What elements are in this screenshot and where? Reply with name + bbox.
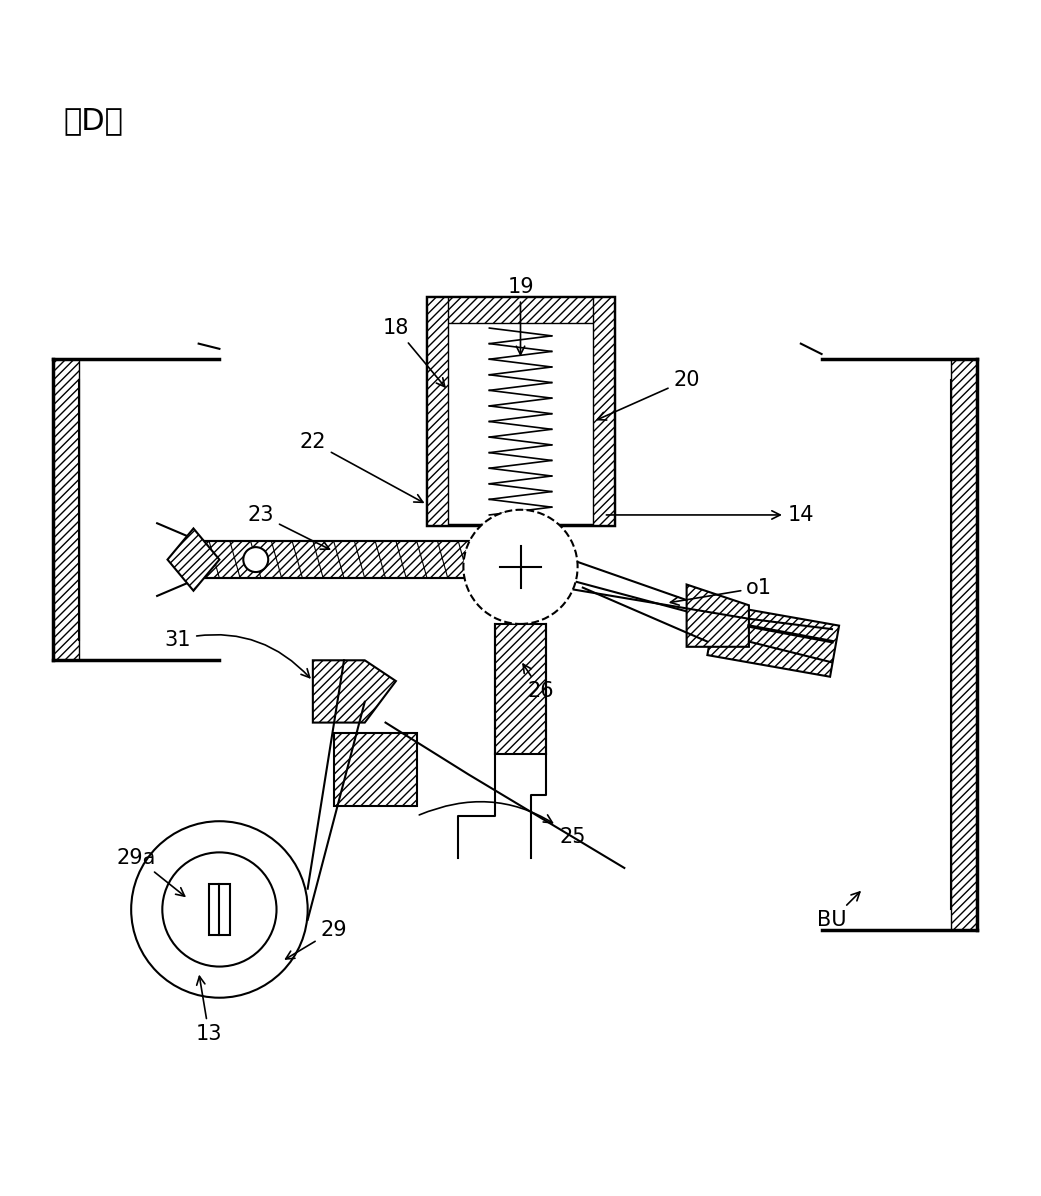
Text: 29a: 29a — [117, 848, 184, 896]
Text: 20: 20 — [598, 370, 700, 420]
Text: 13: 13 — [196, 976, 223, 1044]
Polygon shape — [313, 660, 396, 722]
Text: BU: BU — [817, 892, 860, 929]
Polygon shape — [687, 585, 748, 647]
Text: 18: 18 — [383, 318, 445, 386]
Bar — [53, 359, 79, 660]
Circle shape — [131, 822, 308, 997]
Bar — [494, 624, 547, 753]
Text: 23: 23 — [248, 505, 329, 549]
Text: o1: o1 — [670, 578, 772, 605]
Text: 29: 29 — [285, 920, 347, 959]
Circle shape — [162, 853, 277, 966]
Circle shape — [244, 547, 269, 572]
Bar — [951, 359, 977, 930]
Polygon shape — [333, 733, 416, 806]
Bar — [199, 541, 500, 579]
Text: 25: 25 — [420, 801, 586, 847]
Bar — [209, 884, 230, 935]
Polygon shape — [168, 529, 220, 591]
Bar — [593, 297, 614, 525]
Bar — [427, 297, 448, 525]
Text: 22: 22 — [300, 432, 423, 502]
Bar — [708, 604, 839, 677]
Bar — [427, 297, 614, 323]
FancyBboxPatch shape — [427, 297, 614, 525]
Text: 26: 26 — [523, 664, 555, 701]
Text: 14: 14 — [606, 505, 814, 525]
Text: （D）: （D） — [64, 106, 124, 135]
Text: 19: 19 — [507, 276, 534, 354]
Text: 31: 31 — [164, 629, 310, 678]
Circle shape — [463, 509, 578, 624]
